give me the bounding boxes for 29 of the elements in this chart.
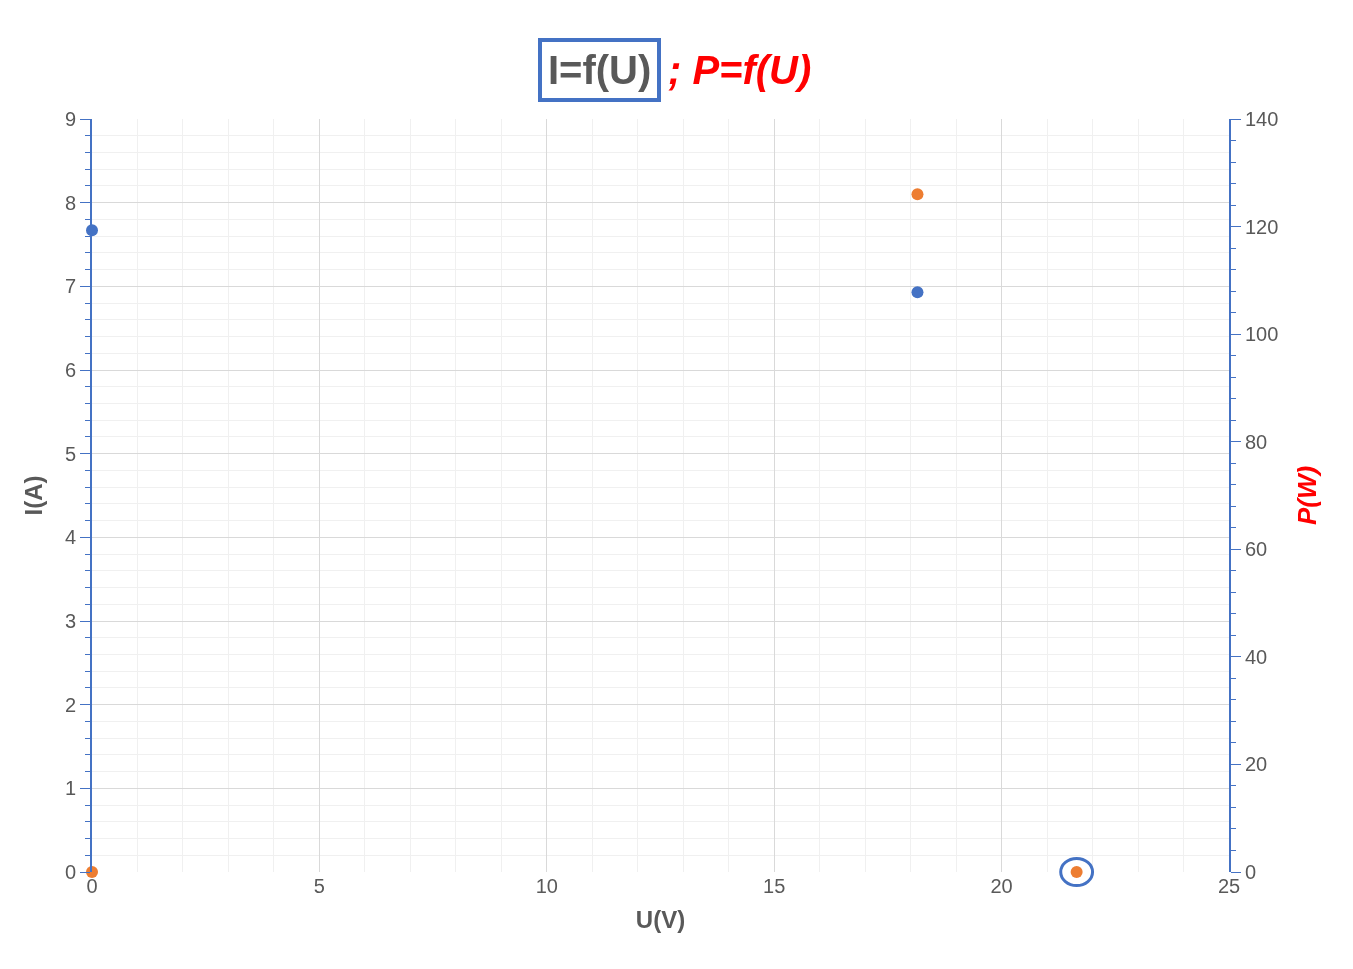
y-tick-label: 9 bbox=[64, 108, 76, 130]
y2-tick-label: 100 bbox=[1245, 323, 1279, 346]
y2-tick-label: 0 bbox=[1245, 861, 1257, 883]
y-tick-label: 0 bbox=[64, 861, 76, 883]
y-tick-label: 7 bbox=[64, 275, 76, 298]
y-tick-label: 4 bbox=[64, 526, 76, 549]
y2-tick-label: 120 bbox=[1245, 215, 1279, 238]
y2-tick-label: 40 bbox=[1245, 645, 1268, 668]
y-tick-label: 3 bbox=[64, 610, 76, 632]
chart-subtitle: ; P=f(U) bbox=[668, 48, 812, 92]
x-axis-title: U(V) bbox=[635, 906, 686, 934]
y-tick-label: 6 bbox=[64, 359, 76, 381]
y2-axis-title: P(W) bbox=[1291, 465, 1322, 526]
x-tick-label: 10 bbox=[535, 875, 558, 897]
y-tick-label: 1 bbox=[64, 777, 76, 800]
y2-tick-label: 80 bbox=[1245, 430, 1268, 453]
y-tick-label: 8 bbox=[64, 191, 76, 214]
y-tick-label: 2 bbox=[64, 693, 76, 716]
y2-tick-label: 140 bbox=[1245, 108, 1279, 130]
x-tick-label: 25 bbox=[1217, 875, 1241, 897]
y2-tick-label: 20 bbox=[1245, 753, 1268, 776]
y-axis-title: I(A) bbox=[20, 475, 48, 516]
chart-title: I=f(U) bbox=[548, 48, 652, 92]
x-tick-label: 20 bbox=[990, 875, 1013, 897]
y2-tick-label: 60 bbox=[1245, 538, 1268, 561]
x-tick-label: 15 bbox=[763, 875, 786, 897]
y-tick-label: 5 bbox=[64, 442, 76, 465]
x-tick-label: 0 bbox=[86, 875, 98, 897]
x-tick-label: 5 bbox=[313, 875, 325, 897]
